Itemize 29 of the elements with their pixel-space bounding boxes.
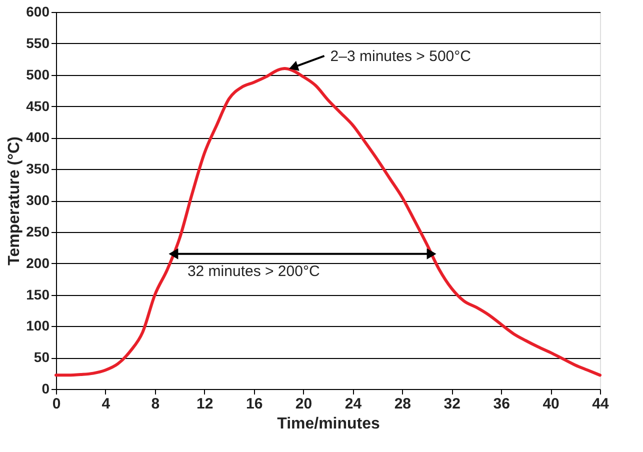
x-tick-label: 4 bbox=[102, 396, 111, 412]
y-tick-label: 50 bbox=[34, 349, 50, 366]
y-tick-label: 450 bbox=[26, 98, 50, 114]
y-tick-label: 500 bbox=[26, 66, 50, 82]
y-tick-label: 300 bbox=[26, 192, 50, 208]
y-tick-label: 250 bbox=[26, 223, 50, 240]
y-tick-label: 0 bbox=[42, 380, 50, 396]
y-tick-label: 400 bbox=[26, 129, 50, 146]
y-tick-label: 350 bbox=[26, 160, 50, 177]
y-tick-label: 600 bbox=[26, 4, 50, 20]
x-tick-label: 44 bbox=[592, 396, 610, 412]
y-axis-title: Temperature (°C) bbox=[6, 136, 24, 266]
y-tick-label: 200 bbox=[26, 254, 50, 271]
annotation: 2–3 minutes > 500°C bbox=[330, 48, 472, 65]
x-tick-label: 28 bbox=[394, 396, 412, 412]
x-tick-label: 16 bbox=[246, 396, 263, 412]
x-tick-label: 36 bbox=[493, 396, 510, 412]
annotation: 32 minutes > 200°C bbox=[187, 262, 320, 280]
x-tick-label: 40 bbox=[542, 396, 560, 412]
x-axis-title: Time/minutes bbox=[277, 416, 380, 432]
x-tick-label: 32 bbox=[444, 396, 460, 412]
y-tick-label: 550 bbox=[26, 34, 50, 51]
x-tick-label: 0 bbox=[52, 396, 61, 412]
x-tick-label: 12 bbox=[196, 396, 214, 412]
x-tick-label: 24 bbox=[344, 396, 362, 412]
y-tick-label: 100 bbox=[26, 318, 50, 334]
x-tick-label: 20 bbox=[295, 396, 312, 412]
x-tick-label: 8 bbox=[151, 396, 160, 412]
y-tick-label: 150 bbox=[26, 286, 50, 302]
